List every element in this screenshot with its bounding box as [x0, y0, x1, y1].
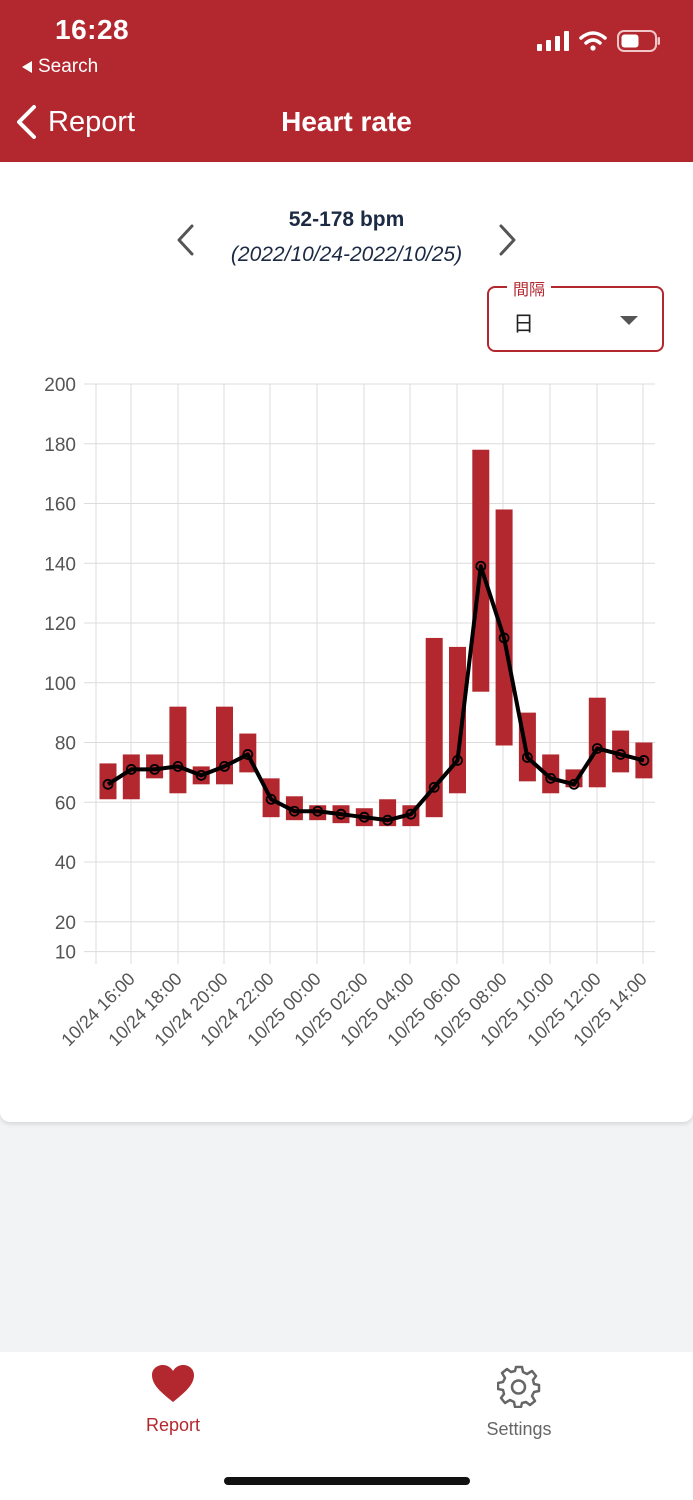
average-point: [102, 778, 114, 790]
chevron-left-icon: [17, 105, 36, 139]
average-point: [428, 781, 440, 793]
y-tick-label: 20: [55, 913, 76, 934]
chart-card: [0, 162, 693, 1122]
average-point: [591, 743, 603, 754]
y-tick-label: 200: [44, 375, 76, 396]
average-point: [452, 755, 463, 766]
interval-label: 間隔: [507, 276, 552, 300]
average-point: [195, 769, 207, 781]
back-triangle-icon: [22, 61, 32, 73]
tab-report-label: Report: [145, 1415, 201, 1435]
next-period-button[interactable]: [495, 222, 521, 258]
average-point: [405, 808, 417, 820]
status-back-link[interactable]: Search: [22, 56, 98, 78]
average-point: [219, 761, 230, 772]
signal-icon: [537, 31, 569, 51]
caret-down-icon: [620, 316, 638, 325]
average-point: [545, 772, 557, 784]
tab-bar: Report Settings: [0, 1352, 693, 1500]
range-bar: [588, 697, 606, 788]
average-point: [288, 805, 300, 817]
wifi-icon: [579, 31, 607, 51]
average-point: [312, 805, 324, 817]
average-point: [125, 763, 137, 775]
gear-icon: [496, 1365, 541, 1409]
range-bar: [425, 637, 443, 818]
average-point: [638, 755, 650, 766]
y-tick-label: 100: [44, 674, 76, 695]
range-bar: [449, 646, 466, 794]
y-tick-label: 140: [44, 554, 76, 575]
average-point: [475, 560, 487, 572]
average-point: [242, 749, 254, 760]
y-tick-label: 40: [55, 853, 76, 874]
battery-icon: [617, 30, 660, 52]
tab-report[interactable]: Report: [73, 1364, 273, 1436]
average-point: [498, 632, 510, 644]
heart-icon: [152, 1365, 194, 1402]
previous-period-button[interactable]: [172, 222, 198, 258]
tab-settings-label: Settings: [486, 1419, 552, 1439]
range-bar: [216, 706, 233, 785]
chevron-right-icon: [499, 224, 516, 256]
average-point: [149, 763, 161, 775]
y-tick-label: 80: [55, 734, 76, 755]
interval-value: 日: [513, 313, 534, 336]
page-title: Heart rate: [281, 106, 412, 137]
y-tick-label: 10: [55, 943, 76, 964]
interval-select[interactable]: 間隔 日: [487, 276, 664, 352]
average-point: [358, 811, 370, 823]
average-point: [615, 749, 626, 760]
status-icons: [537, 30, 661, 52]
average-point: [172, 761, 184, 772]
range-bar: [122, 754, 140, 800]
y-tick-label: 160: [44, 495, 76, 516]
range-bar: [169, 706, 187, 794]
average-point: [568, 778, 580, 790]
back-button[interactable]: Report: [14, 104, 135, 140]
range-bar: [612, 730, 630, 773]
tab-settings[interactable]: Settings: [419, 1364, 619, 1440]
status-time: 16:28: [55, 14, 130, 45]
home-indicator: [224, 1477, 470, 1485]
y-tick-label: 60: [55, 793, 76, 814]
range-bar: [99, 763, 117, 800]
bpm-range: 52-178 bpm: [288, 208, 405, 231]
app-header: 16:28 Search Report Heart rate: [0, 0, 693, 162]
range-bar: [495, 509, 513, 746]
back-button-label: Report: [48, 105, 136, 138]
average-point: [335, 808, 347, 820]
status-back-label: Search: [38, 56, 99, 77]
chevron-left-icon: [177, 224, 194, 256]
date-range: (2022/10/24-2022/10/25): [230, 243, 463, 266]
average-point: [265, 793, 277, 805]
y-tick-label: 180: [44, 435, 76, 456]
y-tick-label: 120: [44, 614, 76, 635]
average-line: [106, 564, 645, 823]
average-point: [522, 752, 533, 763]
average-point: [382, 814, 394, 826]
